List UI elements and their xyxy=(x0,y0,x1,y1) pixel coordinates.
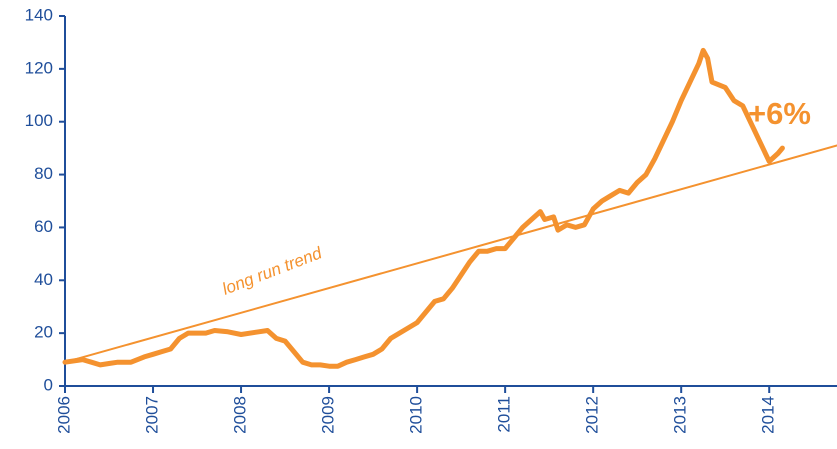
x-tick-label: 2007 xyxy=(143,396,162,434)
y-tick-label: 0 xyxy=(44,375,53,394)
x-tick-label: 2013 xyxy=(671,396,690,434)
y-tick-label: 80 xyxy=(34,164,53,183)
y-tick-label: 20 xyxy=(34,323,53,342)
x-tick-label: 2010 xyxy=(407,396,426,434)
x-tick-label: 2009 xyxy=(319,396,338,434)
line-series xyxy=(62,47,785,369)
y-tick-label: 40 xyxy=(34,270,53,289)
trend-label: long run trend xyxy=(220,243,325,299)
y-tick-label: 120 xyxy=(25,58,53,77)
x-tick-label: 2014 xyxy=(759,396,778,434)
change-label: +6% xyxy=(748,96,811,131)
line-series xyxy=(64,144,837,364)
x-tick-label: 2006 xyxy=(54,396,73,434)
x-tick-label: 2008 xyxy=(231,396,250,434)
y-tick-label: 60 xyxy=(34,217,53,236)
y-tick-label: 140 xyxy=(25,5,53,24)
x-tick-label: 2012 xyxy=(583,396,602,434)
x-tick-label: 2011 xyxy=(495,396,514,433)
y-tick-label: 100 xyxy=(25,111,53,130)
